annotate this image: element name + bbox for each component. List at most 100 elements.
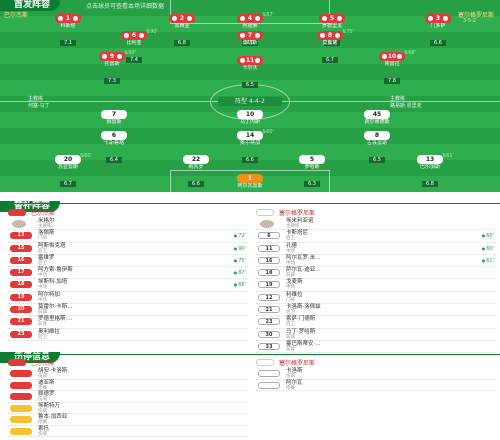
sub-row[interactable]: 21 卡洛斯·洛佩兹 后卫	[256, 304, 496, 317]
away-injuries-team: 塞尔格罗尼斯	[256, 356, 496, 368]
sub-player-name: 卡洛斯·洛佩兹	[286, 304, 321, 311]
sub-row[interactable]: 19 戈麦斯 中场	[256, 279, 496, 292]
sub-row[interactable]: 30 马丁·罗哈斯 前锋	[256, 329, 496, 341]
sub-row[interactable]: 19 阿尔特加 中场	[8, 292, 248, 305]
sub-row[interactable]: 23 奥利维拉 后卫	[8, 329, 248, 341]
player-marker[interactable]: 6 卡斯蒂略 6.4	[82, 131, 146, 163]
injury-row[interactable]: 阿尔瓦 停赛	[256, 379, 496, 391]
sub-row[interactable]: 33 塞巴斯蒂安·... 前锋	[256, 341, 496, 354]
shirt-icon: 7	[237, 31, 263, 40]
player-rating: 6.8	[174, 40, 190, 46]
sub-in-icon: 90'	[234, 246, 246, 252]
player-marker[interactable]: 6 ⇅90' 比利亚 7.4	[102, 29, 166, 63]
player-marker[interactable]: 3 门多萨 6.6	[406, 14, 470, 46]
injury-row[interactable]: 胡安·卡洛斯 伤病	[8, 368, 248, 380]
shirt-icon: 10	[379, 52, 405, 61]
player-marker[interactable]: 7佩雷斯6.8	[82, 110, 146, 142]
player-marker[interactable]: 1阿尔瓦雷斯6.9	[218, 174, 282, 192]
player-marker[interactable]: 5 罗德里戈 6.9	[300, 14, 364, 46]
away-coach-label: 主教练	[390, 96, 406, 102]
player-name: 科斯塔	[60, 23, 76, 29]
player-rating: 7.3	[104, 78, 120, 84]
injury-row[interactable]: 迪亚斯 停赛	[8, 380, 248, 391]
player-marker[interactable]: 8 古铁雷斯 6.5	[345, 131, 409, 163]
shirt-icon: 9	[99, 52, 125, 61]
sub-player-position: 主教练	[286, 224, 300, 229]
player-marker[interactable]: 7桑切斯7.2	[218, 31, 282, 63]
sub-in-icon: 60'	[482, 246, 494, 252]
injury-row[interactable]: 佩德罗 伤病	[8, 391, 248, 403]
shirt-icon: 3	[425, 14, 451, 23]
injury-row[interactable]: 埃斯特万 伤病	[8, 402, 248, 414]
injuries-header: 伤停信息	[0, 344, 500, 363]
injured-player-name: 阿尔瓦	[286, 379, 303, 386]
injury-reason: 伤病	[38, 431, 47, 437]
away-formation: 3-5-2	[462, 18, 476, 24]
player-marker[interactable]: 8 ⇅75' 莫雷诺 6.7	[298, 29, 362, 63]
player-rating: 6.7	[60, 181, 76, 187]
shirt-icon: 1	[237, 174, 263, 183]
away-team-name[interactable]: 塞尔格罗尼斯	[457, 12, 494, 19]
injured-player-name: 鲁本·加西亚	[38, 414, 68, 420]
injured-player-name: 埃斯特万	[38, 402, 61, 409]
shirt-icon: 33	[258, 342, 280, 350]
shirt-icon: 19	[10, 293, 32, 301]
player-rating: 6.4	[106, 157, 122, 163]
sub-row[interactable]: 米格尔 主教练	[8, 218, 248, 231]
sub-in-icon: 66'	[234, 282, 246, 288]
player-marker[interactable]: 9 ⇅90' 托雷斯 7.3	[80, 50, 144, 84]
player-rating: 6.5	[369, 157, 385, 163]
player-marker[interactable]: 4 ⇅87' 阿隆索 7.0	[218, 12, 282, 46]
substitution-icon: ⇅60'	[262, 129, 274, 135]
player-marker[interactable]: 11 卡尔沃 6.5	[218, 56, 282, 88]
player-marker[interactable]: 20 ⇅60' 苏亚雷斯 6.7	[36, 153, 100, 187]
shirt-icon: 13	[417, 155, 443, 164]
player-name: 埃雷拉	[384, 61, 400, 67]
player-name: 佩雷斯	[106, 119, 122, 125]
sub-row[interactable]: 12 利维拉 门将	[256, 292, 496, 305]
injury-reason: 停赛	[38, 385, 47, 391]
sub-player-name: 阿尔瓦罗·米...	[286, 254, 321, 261]
injury-row[interactable]: 索托 伤病	[8, 426, 248, 437]
home-team-name[interactable]: 巴尔杰斯	[4, 12, 29, 19]
player-marker[interactable]: 1 科斯塔 7.1	[36, 14, 100, 46]
injury-row[interactable]: 卡洛斯 伤病	[256, 368, 496, 380]
player-rating: 6.9	[324, 40, 340, 46]
sub-player-position: 中场	[286, 260, 295, 266]
player-marker[interactable]: 10 ⇅66' 埃雷拉 7.8	[360, 50, 424, 84]
penalty-box-bottom	[170, 170, 330, 192]
substitution-icon: ⇅75'	[342, 29, 354, 35]
sub-row[interactable]: 埃米利亚诺 主教练	[256, 218, 496, 231]
player-name: 苏亚雷斯	[57, 164, 78, 170]
away-team-logo	[256, 208, 274, 216]
player-rating: 6.6	[188, 181, 204, 187]
sub-row[interactable]: 16 阿尔瓦罗·米...中场 61'	[256, 254, 496, 268]
sub-row[interactable]: 23 索萨·门德斯 后卫	[256, 316, 496, 329]
shirt-icon: 17	[10, 269, 32, 277]
player-marker[interactable]: 5 罗哈斯 6.3	[280, 155, 344, 187]
sub-player-position: 前锋	[286, 334, 295, 340]
sub-row[interactable]: 20 莫雷尔·卡斯... 前锋	[8, 304, 248, 317]
sub-in-icon: 60'	[482, 233, 494, 239]
shirt-icon: 45	[364, 110, 390, 119]
sub-player-position: 主教练	[38, 224, 52, 229]
player-marker[interactable]: 14 ⇅60' 奥尔特加 6.6	[218, 129, 282, 163]
shirt-icon: 16	[258, 256, 280, 264]
player-marker[interactable]: 22 纳瓦罗 6.6	[164, 155, 228, 187]
sub-row[interactable]: 21 罗德里格斯·... 前锋	[8, 316, 248, 329]
player-marker[interactable]: 13 ⇅61' 巴尔加斯 6.8	[398, 153, 462, 187]
injury-row[interactable]: 鲁本·加西亚 停赛	[8, 414, 248, 426]
injury-reason: 伤病	[38, 374, 47, 379]
sub-row[interactable]: 18 萨尔瓦·迪亚... 前锋	[256, 267, 496, 280]
player-marker[interactable]: 2 加西亚 6.8	[150, 14, 214, 46]
sub-player-name: 马丁·罗哈斯	[286, 328, 316, 335]
